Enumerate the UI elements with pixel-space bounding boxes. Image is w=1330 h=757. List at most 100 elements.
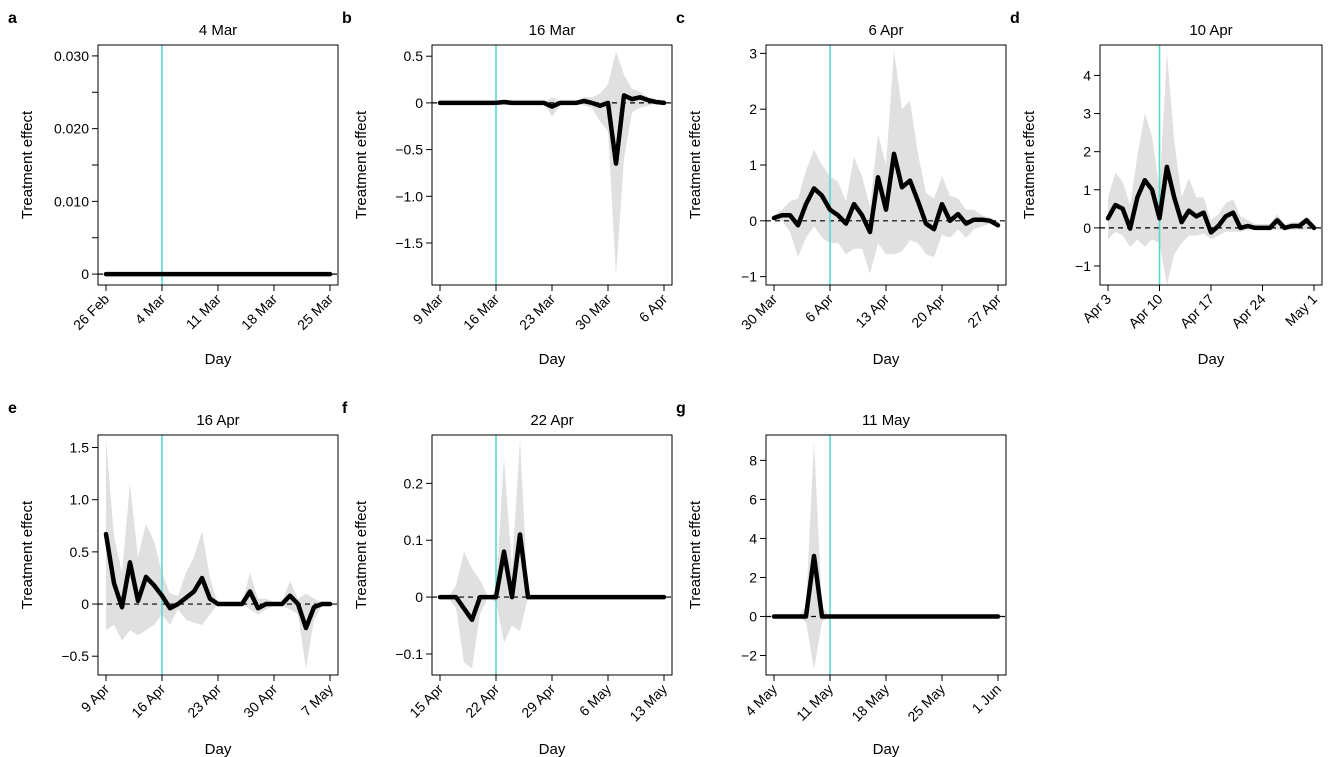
x-axis-label: Day [539,351,566,368]
x-axis-label: Day [873,351,900,368]
y-tick-label: 0 [415,589,423,605]
x-tick-label: Apr 3 [1079,291,1114,326]
y-tick-label: 2 [749,569,757,585]
x-tick-label: 9 Apr [78,681,113,716]
treatment-effect-line [771,151,1001,235]
x-tick-label: 16 Apr [128,681,168,721]
x-tick-label: 11 May [793,681,836,724]
x-tick-label: 13 May [626,681,670,725]
treatment-effect-line [1105,164,1317,235]
y-tick-label: 0 [749,213,757,229]
panel-letter: c [676,10,685,27]
x-tick-label: 13 Apr [852,291,892,331]
panel-letter: e [8,400,17,417]
y-tick-label: 1 [749,157,757,173]
x-tick-label: 9 Mar [409,291,446,328]
x-axis-label: Day [205,741,232,757]
plot-frame [431,44,673,286]
y-tick-label: 0 [1083,220,1091,236]
y-tick-label: 0.010 [54,193,89,209]
y-tick-label: 6 [749,491,757,507]
panel-letter: g [676,400,686,417]
y-tick-label: −1.5 [395,235,423,251]
x-tick-label: 4 Mar [131,291,168,328]
y-tick-label: −1.0 [395,188,423,204]
y-tick-label: 1.5 [70,440,90,456]
y-axis-label: Treatment effect [353,110,370,219]
panel-title: 16 Mar [529,22,576,39]
y-tick-label: 8 [749,452,757,468]
y-tick-label: −1 [1075,258,1091,274]
panel-letter: b [342,10,352,27]
panel-letter: f [342,400,348,417]
y-tick-label: −0.1 [395,646,423,662]
y-tick-label: 0 [81,266,89,282]
y-axis-label: Treatment effect [687,500,704,609]
confidence-band [106,439,330,669]
x-tick-label: 29 Apr [518,681,558,721]
y-tick-label: 4 [749,530,757,546]
x-axis-label: Day [1198,351,1225,368]
y-axis-label: Treatment effect [1021,110,1038,219]
y-tick-label: 1.0 [70,492,90,508]
x-axis-label: Day [873,741,900,757]
y-tick-label: 0.030 [54,48,89,64]
y-axis-label: Treatment effect [19,500,36,609]
y-tick-label: 0.5 [404,48,424,64]
confidence-band [774,440,998,670]
y-tick-label: −2 [741,647,757,663]
panel-f: f 22 Apr 0.2 0.1 0 −0.1 15 Apr 22 Apr 29 Apr 6 Ma… [342,400,673,757]
x-tick-label: Apr 17 [1177,291,1218,332]
y-tick-label: 0.2 [404,475,424,491]
x-tick-label: 22 Apr [462,681,502,721]
y-tick-label: 0 [749,608,757,624]
x-axis-label: Day [539,741,566,757]
x-tick-label: 6 Apr [636,291,671,326]
x-tick-label: 18 May [848,681,892,725]
x-tick-label: 1 Jun [969,681,1005,717]
x-tick-label: 11 Mar [183,291,225,333]
confidence-band [774,50,998,274]
confidence-band [1108,52,1314,285]
y-tick-label: 0 [415,95,423,111]
panel-title: 4 Mar [199,22,237,39]
x-tick-label: 30 Mar [738,291,780,333]
y-tick-label: −0.5 [61,648,89,664]
plot-frame [765,434,1007,676]
x-tick-label: 7 May [298,681,336,719]
treatment-effect-line [103,531,333,631]
x-tick-label: 4 May [742,681,780,719]
y-axis-label: Treatment effect [687,110,704,219]
confidence-band [440,51,664,276]
y-tick-label: 0.5 [70,544,90,560]
treatment-effect-line [437,532,667,623]
panel-b: b 16 Mar 0.5 0 −0.5 −1.0 −1.5 9 Mar 16 Mar 23 Mar… [342,10,673,368]
x-tick-label: Apr 10 [1125,291,1166,332]
y-tick-label: 2 [749,101,757,117]
x-tick-label: 6 Apr [802,291,837,326]
x-tick-label: 25 Mar [294,291,336,333]
x-tick-label: 18 Mar [238,291,280,333]
x-tick-label: 23 Mar [516,291,558,333]
x-axis-label: Day [205,351,232,368]
panel-d: d 10 Apr 4 3 2 1 0 −1 Apr 3 Apr 10 Apr 17 Apr 24 May… [1010,10,1323,368]
panel-a: a 4 Mar 0 0.010 0.020 0.030 26 Feb 4 Mar 11 Mar 1… [8,10,339,368]
panel-title: 10 Apr [1189,22,1232,39]
y-tick-label: 0 [81,596,89,612]
y-tick-label: 0.1 [404,532,424,548]
x-tick-label: 6 May [576,681,614,719]
treatment-effect-line [437,93,667,166]
panel-c: c 6 Apr 3 2 1 0 −1 30 Mar 6 Apr 13 Apr 20 Apr 27 Ap… [676,10,1007,368]
x-tick-label: 30 Apr [240,681,280,721]
y-tick-label: −1 [741,269,757,285]
panel-title: 16 Apr [196,412,239,429]
y-tick-label: 2 [1083,144,1091,160]
panel-letter: a [8,10,17,27]
y-axis-label: Treatment effect [353,500,370,609]
panel-title: 6 Apr [868,22,903,39]
panel-title: 22 Apr [530,412,573,429]
y-tick-label: 0.020 [54,121,89,137]
treatment-effect-line [771,553,1001,619]
plot-frame [97,44,339,286]
